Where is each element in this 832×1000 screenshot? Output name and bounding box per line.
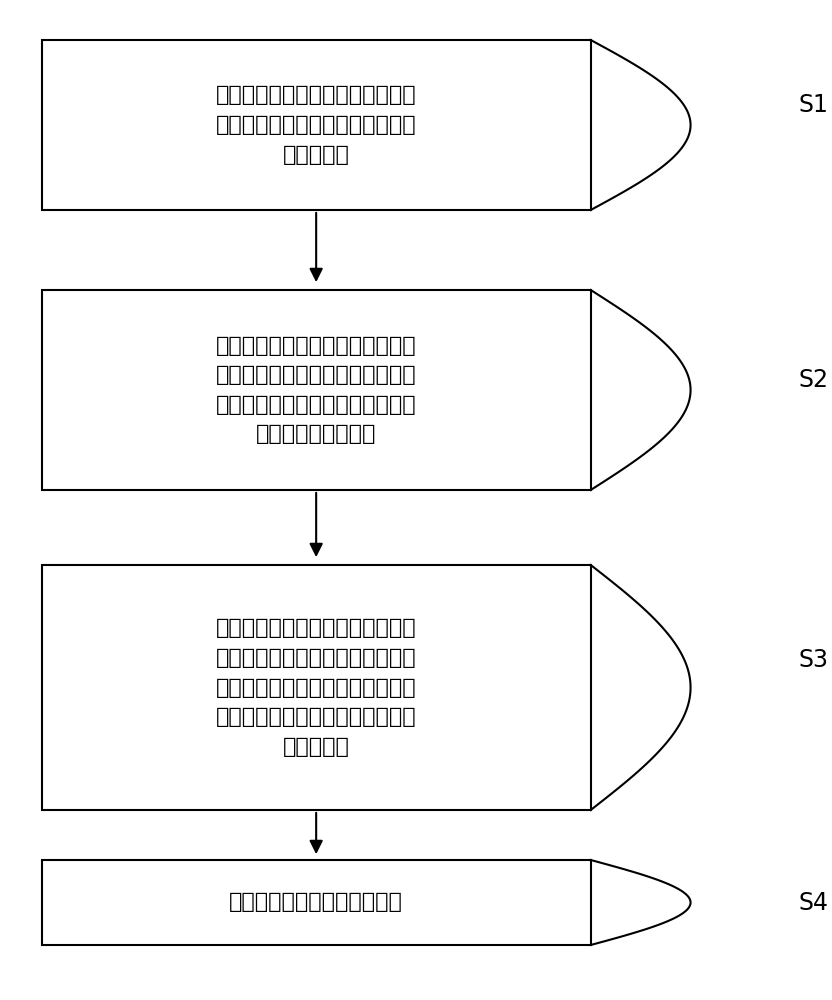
- Text: S1: S1: [799, 93, 829, 117]
- Text: 移动终端根据云平台发送的随机秘
钥对用户请求信息进行加密；并将
加密后的用户请求信息转换成可见
光信号发送至解锁器: 移动终端根据云平台发送的随机秘 钥对用户请求信息进行加密；并将 加密后的用户请求…: [215, 336, 417, 444]
- Text: S2: S2: [799, 368, 829, 392]
- FancyBboxPatch shape: [42, 860, 591, 945]
- Text: 门控器接收控制指令进行开锁: 门控器接收控制指令进行开锁: [230, 892, 403, 912]
- Text: S4: S4: [799, 891, 829, 915]
- Text: S3: S3: [799, 648, 829, 672]
- FancyBboxPatch shape: [42, 290, 591, 490]
- FancyBboxPatch shape: [42, 40, 591, 210]
- Text: 解锁器将接收的可见光信号解密成
用户请求信息和随机秘钥，并将用
户请求信息与从云平台调取的用户
信息进行对比，并编辑控制指令发
送给门控器: 解锁器将接收的可见光信号解密成 用户请求信息和随机秘钥，并将用 户请求信息与从云…: [215, 618, 417, 757]
- FancyBboxPatch shape: [42, 565, 591, 810]
- Text: 云平台将预存的用户信息发送给解
锁器；以及将生成的随机秘钥发送
给移动终端: 云平台将预存的用户信息发送给解 锁器；以及将生成的随机秘钥发送 给移动终端: [215, 85, 417, 165]
